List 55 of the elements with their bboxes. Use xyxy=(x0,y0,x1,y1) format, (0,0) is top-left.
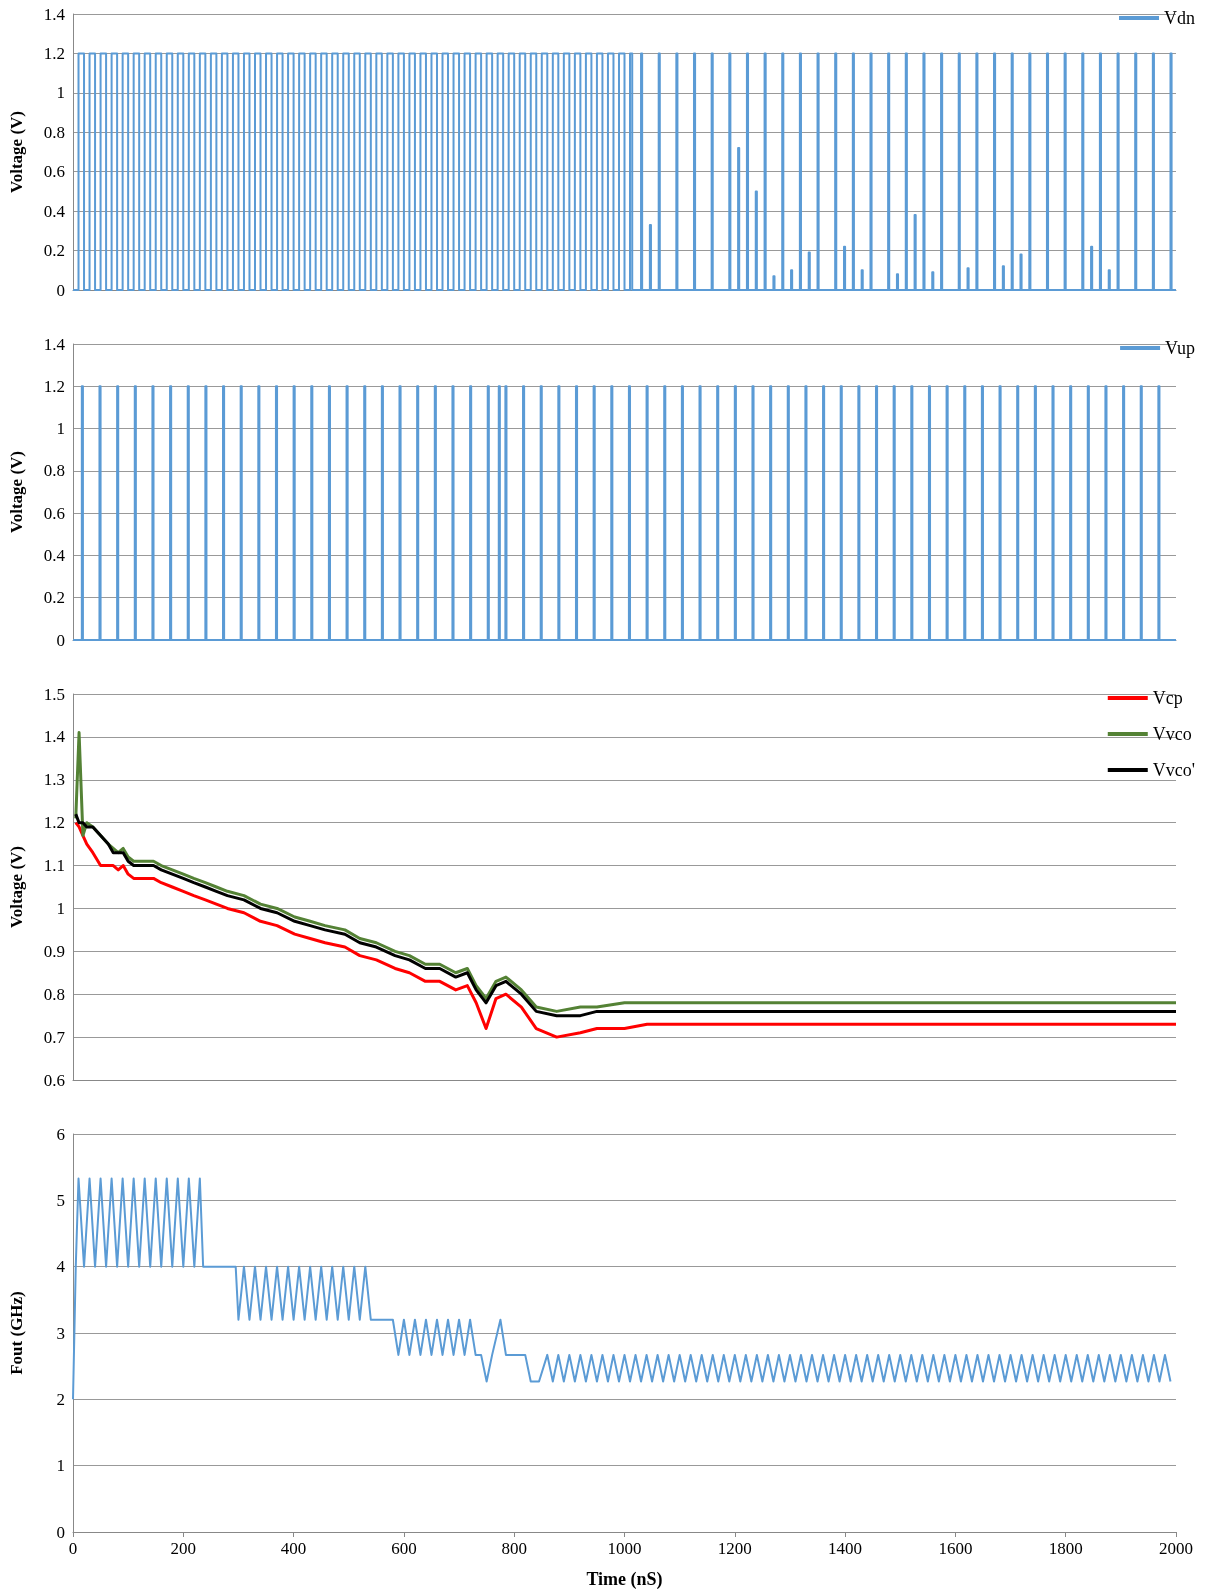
y-tick-label: 0 xyxy=(56,630,65,650)
x-tick-label: 1400 xyxy=(828,1539,863,1558)
y-tick-label: 1.2 xyxy=(43,376,65,396)
legend-label: Vup xyxy=(1165,338,1195,358)
x-tick-label: 2000 xyxy=(1159,1539,1193,1558)
y-tick-label: 1 xyxy=(56,83,65,103)
y-tick-label: 1.2 xyxy=(43,43,65,63)
y-tick-label: 0.7 xyxy=(43,1027,66,1047)
y-tick-label: 0.4 xyxy=(43,545,66,565)
x-tick-label: 400 xyxy=(280,1539,307,1558)
y-tick-label: 1.4 xyxy=(43,334,66,354)
legend-label: Vdn xyxy=(1164,8,1195,28)
y-axis-title: Voltage (V) xyxy=(7,846,26,928)
y-tick-label: 0 xyxy=(56,1522,65,1542)
legend-label: Vvco' xyxy=(1152,760,1195,780)
y-tick-label: 0 xyxy=(56,280,65,300)
x-axis-title: Time (nS) xyxy=(586,1569,663,1590)
y-tick-label: 1 xyxy=(56,1456,65,1476)
y-tick-label: 0.8 xyxy=(43,461,65,481)
y-tick-label: 1.4 xyxy=(43,727,66,747)
y-tick-label: 1.3 xyxy=(43,770,65,790)
y-axis-title: Voltage (V) xyxy=(7,451,26,533)
y-tick-label: 1 xyxy=(56,898,65,918)
y-tick-label: 0.4 xyxy=(43,201,66,221)
x-tick-label: 1600 xyxy=(938,1539,973,1558)
x-tick-label: 1200 xyxy=(717,1539,752,1558)
x-tick-label: 200 xyxy=(170,1539,197,1558)
y-tick-label: 0.6 xyxy=(43,162,65,182)
y-tick-label: 6 xyxy=(56,1124,65,1144)
legend-label: Vvco xyxy=(1152,724,1192,744)
y-tick-label: 0.6 xyxy=(43,503,65,523)
y-tick-label: 1.5 xyxy=(43,684,65,704)
x-tick-label: 0 xyxy=(68,1539,78,1558)
y-tick-label: 5 xyxy=(56,1190,65,1210)
x-tick-label: 800 xyxy=(501,1539,527,1558)
y-axis-title: Voltage (V) xyxy=(7,111,26,193)
y-tick-label: 1.4 xyxy=(43,4,66,24)
y-tick-label: 1.1 xyxy=(43,856,65,876)
y-tick-label: 1 xyxy=(56,419,65,439)
y-tick-label: 3 xyxy=(56,1323,65,1343)
y-tick-label: 0.8 xyxy=(43,984,65,1004)
y-tick-label: 0.2 xyxy=(43,588,65,608)
legend-label: Vcp xyxy=(1152,688,1183,708)
x-tick-label: 1000 xyxy=(607,1539,642,1558)
y-axis-title: Fout (GHz) xyxy=(7,1291,26,1375)
y-tick-label: 0.9 xyxy=(43,941,65,961)
x-tick-label: 600 xyxy=(391,1539,417,1558)
line-series xyxy=(72,1177,1172,1401)
y-tick-label: 4 xyxy=(56,1257,66,1277)
y-tick-label: 0.6 xyxy=(43,1070,65,1090)
y-tick-label: 1.2 xyxy=(43,813,65,833)
x-tick-label: 1800 xyxy=(1048,1539,1083,1558)
y-tick-label: 2 xyxy=(56,1389,65,1409)
y-tick-label: 0.2 xyxy=(43,241,65,261)
y-tick-label: 0.8 xyxy=(43,122,65,142)
